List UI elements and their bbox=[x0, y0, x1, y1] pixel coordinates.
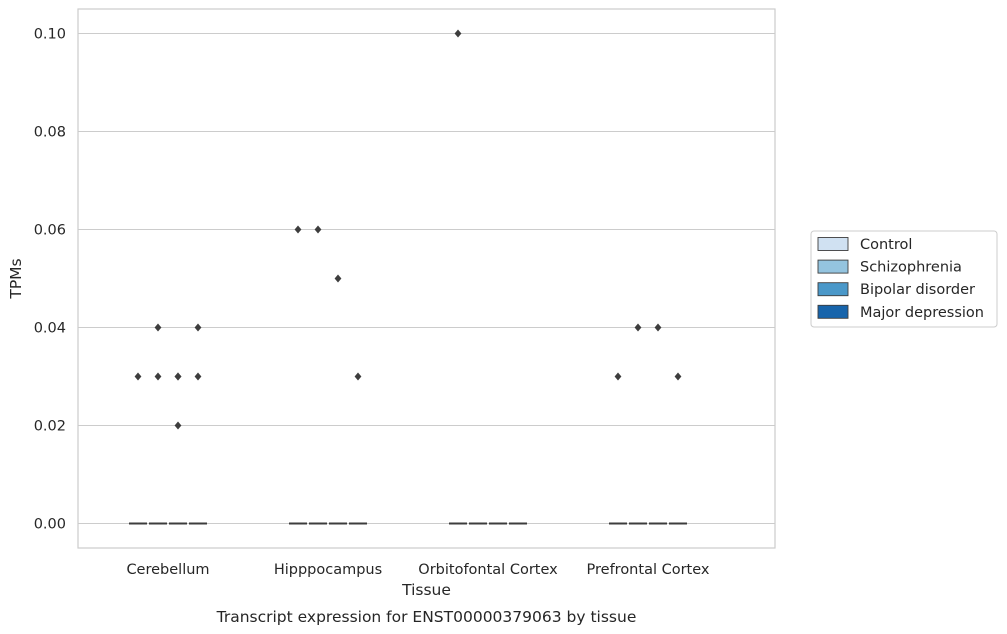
y-tick-label: 0.08 bbox=[34, 125, 66, 141]
legend: Control Schizophrenia Bipolar disorder Majo… bbox=[810, 230, 998, 328]
legend-label: Control bbox=[860, 237, 912, 253]
outlier-point bbox=[154, 372, 162, 381]
legend-swatch bbox=[817, 259, 849, 274]
x-tick-label: Orbitofontal Cortex bbox=[418, 562, 558, 578]
outlier-point bbox=[134, 372, 142, 381]
legend-swatch bbox=[817, 282, 849, 297]
legend-label: Major depression bbox=[860, 305, 984, 321]
x-axis-label: Tissue bbox=[401, 581, 451, 599]
outlier-point bbox=[154, 323, 162, 332]
y-tick-label: 0.00 bbox=[34, 517, 66, 533]
outlier-points bbox=[134, 29, 682, 430]
x-tick-label: Hipppocampus bbox=[274, 562, 382, 578]
outlier-point bbox=[674, 372, 682, 381]
y-tick-label: 0.10 bbox=[34, 27, 66, 43]
legend-swatch bbox=[817, 304, 849, 319]
legend-swatch bbox=[817, 237, 849, 251]
y-tick-label: 0.04 bbox=[34, 321, 66, 337]
chart-caption: Transcript expression for ENST0000037906… bbox=[216, 608, 637, 626]
outlier-point bbox=[454, 29, 462, 38]
outlier-point bbox=[174, 421, 182, 430]
outlier-point bbox=[634, 323, 642, 332]
outlier-point bbox=[174, 372, 182, 381]
legend-label: Schizophrenia bbox=[860, 260, 962, 276]
outlier-point bbox=[334, 274, 342, 283]
y-tick-labels: 0.00 0.02 0.04 0.06 0.08 0.10 bbox=[34, 27, 66, 533]
outlier-point bbox=[614, 372, 622, 381]
y-axis-label: TPMs bbox=[7, 258, 25, 299]
legend-label: Bipolar disorder bbox=[860, 282, 975, 298]
outlier-point bbox=[314, 225, 322, 234]
outlier-point bbox=[354, 372, 362, 381]
y-tick-label: 0.06 bbox=[34, 223, 66, 239]
outlier-point bbox=[194, 372, 202, 381]
outlier-point bbox=[194, 323, 202, 332]
x-tick-labels: Cerebellum Hipppocampus Orbitofontal Corte… bbox=[126, 562, 709, 578]
outlier-point bbox=[654, 323, 662, 332]
x-tick-label: Prefrontal Cortex bbox=[587, 562, 710, 578]
plot-area bbox=[77, 8, 776, 549]
x-tick-label: Cerebellum bbox=[126, 562, 209, 578]
outlier-point bbox=[294, 225, 302, 234]
legend-frame bbox=[810, 230, 998, 328]
y-tick-label: 0.02 bbox=[34, 419, 66, 435]
